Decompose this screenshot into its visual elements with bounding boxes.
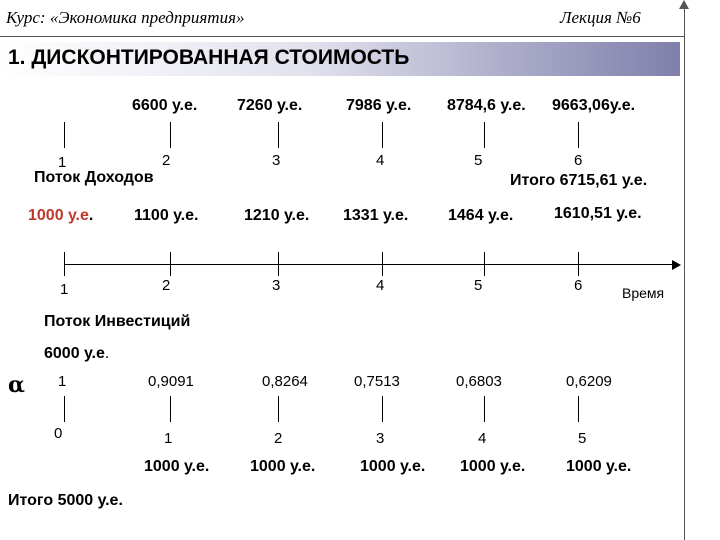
time-period-2: 2 [162,277,171,294]
discount-payment-2: 1000 у.е. [250,458,316,475]
discount-payment-3: 1000 у.е. [360,458,426,475]
income-flow-label: Поток Доходов [34,169,154,186]
investment-flow-label: Поток Инвестиций [44,313,191,330]
income-tick-1 [64,122,65,148]
income-period-4: 4 [376,152,385,169]
page-title: 1. ДИСКОНТИРОВАННАЯ СТОИМОСТЬ [8,46,410,69]
discount-period-2: 2 [274,430,283,447]
discount-factor-3: 0,7513 [354,373,400,390]
discount-period-5: 5 [578,430,587,447]
discount-factor-5: 0,6209 [566,373,612,390]
time-axis-line [64,264,674,265]
income-value-6: 9663,06у.е. [552,97,636,114]
discount-tick-2 [278,396,279,422]
discount-payment-4: 1000 у.е. [460,458,526,475]
discount-tick-0 [64,396,65,422]
time-value-2: 1100 у.е. [134,207,199,224]
time-axis-arrow-icon [672,260,681,270]
alpha-symbol: α [8,372,25,398]
discount-payment-1: 1000 у.е. [144,458,210,475]
time-value-4: 1331 у.е. [343,207,409,224]
discount-period-3: 3 [376,430,385,447]
discount-period-0: 0 [54,425,63,442]
discount-tick-3 [382,396,383,422]
income-value-4: 7986 у.е. [346,97,412,114]
time-tick-1 [64,252,65,276]
investment-amount-value: 6000 у.е [44,345,105,362]
income-tick-5 [484,122,485,148]
time-tick-5 [484,252,485,276]
lecture-number: Лекция №6 [560,8,641,27]
time-period-4: 4 [376,277,385,294]
discount-tick-5 [578,396,579,422]
time-value-6: 1610,51 у.е. [554,205,642,222]
time-value-5: 1464 у.е. [448,207,514,224]
discount-factor-2: 0,8264 [262,373,308,390]
time-tick-3 [278,252,279,276]
time-tick-6 [578,252,579,276]
income-tick-6 [578,122,579,148]
income-value-5: 8784,6 у.е. [447,97,526,114]
income-tick-2 [170,122,171,148]
course-title: Курс: «Экономика предприятия» [6,8,245,27]
discount-payment-5: 1000 у.е. [566,458,632,475]
income-period-3: 3 [272,152,281,169]
time-value-3: 1210 у.е. [244,207,310,224]
time-period-3: 3 [272,277,281,294]
investment-amount-dot: . [104,345,110,362]
time-value-1-dot: . [88,207,94,224]
discount-period-4: 4 [478,430,487,447]
time-axis-label: Время [622,285,665,301]
income-period-5: 5 [474,152,483,169]
title-bar [0,42,680,76]
income-flow-total: Итого 6715,61 у.е. [510,172,648,189]
header-divider [0,36,684,37]
discount-period-1: 1 [164,430,173,447]
discount-factor-4: 0,6803 [456,373,502,390]
discount-factor-1: 0,9091 [148,373,194,390]
income-tick-4 [382,122,383,148]
time-value-1-amount: 1000 у.е [28,207,89,224]
vertical-axis-arrow-icon [679,0,689,9]
income-period-2: 2 [162,152,171,169]
discount-tick-4 [484,396,485,422]
income-value-2: 6600 у.е. [132,97,198,114]
discount-total: Итого 5000 у.е. [8,492,123,509]
income-period-1: 1 [58,154,67,171]
time-period-6: 6 [574,277,583,294]
time-tick-4 [382,252,383,276]
vertical-axis-line [684,8,685,540]
investment-amount: 6000 у.е. [44,345,109,363]
income-value-3: 7260 у.е. [237,97,303,114]
time-period-1: 1 [60,281,69,298]
income-period-6: 6 [574,152,583,169]
discount-factor-0: 1 [58,373,67,390]
discount-tick-1 [170,396,171,422]
time-value-1: 1000 у.е. [28,207,93,225]
income-tick-3 [278,122,279,148]
time-tick-2 [170,252,171,276]
time-period-5: 5 [474,277,483,294]
